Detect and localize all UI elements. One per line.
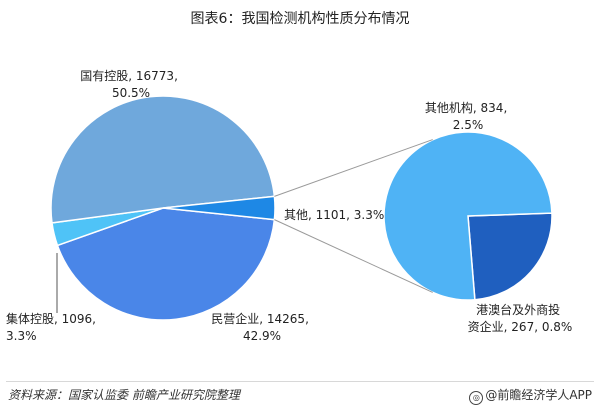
chart-title: 图表6：我国检测机构性质分布情况 xyxy=(190,11,410,27)
footer-divider xyxy=(6,381,594,382)
label-foreign-line1: 港澳台及外商投 xyxy=(476,302,560,317)
sub-slice-other-orgs xyxy=(383,131,553,301)
label-private-line2: 42.9% xyxy=(243,329,281,343)
brand-credit: ◎ @前瞻经济学人APP xyxy=(469,386,592,405)
sub-pie xyxy=(383,131,553,301)
sub-slice-foreign xyxy=(467,212,553,301)
brand-logo-icon: ◎ xyxy=(469,391,484,405)
main-slice-0 xyxy=(50,95,276,224)
label-collective-line2: 3.3% xyxy=(6,329,37,343)
label-other-orgs: 其他机构, 834, 2.5% xyxy=(425,100,511,132)
brand-text: @前瞻经济学人APP xyxy=(485,388,592,402)
main-pie xyxy=(50,95,276,321)
connector-top xyxy=(274,139,433,197)
label-private: 民营企业, 14265, 42.9% xyxy=(211,311,312,343)
label-state-line2: 50.5% xyxy=(112,86,150,100)
label-collective: 集体控股, 1096, 3.3% xyxy=(6,311,100,343)
label-collective-line1: 集体控股, 1096, xyxy=(6,311,96,326)
label-state-line1: 国有控股, 16773, xyxy=(80,69,178,83)
label-private-line1: 民营企业, 14265, xyxy=(211,311,309,326)
connector-bottom xyxy=(274,219,433,293)
label-other-orgs-line2: 2.5% xyxy=(453,118,484,132)
label-state: 国有控股, 16773, 50.5% xyxy=(80,69,181,100)
main-slice-3 xyxy=(162,195,276,221)
source-note: 资料来源：国家认监委 前瞻产业研究院整理 xyxy=(8,388,240,402)
label-foreign: 港澳台及外商投 资企业, 267, 0.8% xyxy=(468,302,573,334)
connector-lines xyxy=(274,139,433,293)
pie-of-pie-chart: 国有控股, 16773, 50.5% 集体控股, 1096, 3.3% 民营企业… xyxy=(6,69,573,343)
label-other-orgs-line1: 其他机构, 834, xyxy=(425,100,507,115)
label-foreign-line2: 资企业, 267, 0.8% xyxy=(468,319,573,334)
main-slice-2 xyxy=(56,207,276,321)
label-other: 其他, 1101, 3.3% xyxy=(284,208,384,222)
